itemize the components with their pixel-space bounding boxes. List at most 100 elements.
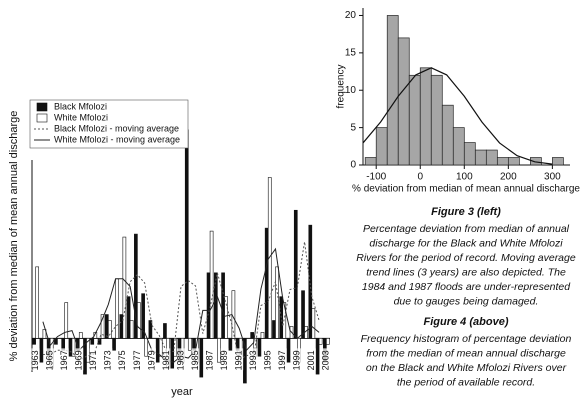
tick-label-bg [147,348,156,371]
x-tick-label: 100 [456,172,473,183]
bar [104,314,109,339]
x-tick-label: 300 [544,172,561,183]
histogram-bar [375,127,388,166]
x-tick-label: 1965 [45,350,55,370]
bar [39,338,44,363]
tick-label-bg [60,348,69,371]
x-tick-label: 1979 [146,350,156,370]
tick-label-bg [293,348,302,371]
tick-label-bg [177,348,185,371]
bar [134,233,138,339]
tick-label-bg [104,348,113,371]
caption-line: the period of available record. [397,376,535,388]
x-tick-label: 1981 [161,350,171,370]
bar [137,302,141,339]
tick-label-bg [133,348,142,371]
bar [71,338,76,357]
caption-line: from the median of mean annual discharge [366,347,566,359]
caption-title: Figure 4 (above) [424,316,509,328]
bar [293,209,298,339]
histogram-bar [463,142,476,166]
bar [187,338,192,351]
x-tick-label: 1975 [117,350,127,370]
caption-line: Frequency histogram of percentage deviat… [361,333,572,345]
histogram-bar [397,37,410,166]
x-tick-label: 200 [500,172,517,183]
x-tick-label: 1985 [190,350,200,370]
bar [32,338,36,345]
bar [148,320,153,339]
legend-label: Black Mfolozi - moving average [54,123,179,133]
bar [301,290,305,339]
bar [243,338,247,384]
tick-label-bg [278,348,287,371]
legend-box [29,99,189,149]
caption-line: Percentage deviation from median of annu… [363,223,570,235]
x-tick-label: 1971 [88,350,98,370]
caption-line: due to gauges being damaged. [394,295,539,307]
caption-line: trend lines (3 years) are also depicted.… [366,266,566,278]
bar [217,338,221,363]
y-tick-label: 0 [350,160,356,171]
bar [86,338,90,363]
histogram-bar [452,127,465,166]
bar [68,338,73,357]
moving-average-line [42,241,320,362]
bar [93,332,98,339]
tick-label-bg [206,348,215,371]
caption-title: Figure 3 (left) [431,206,501,218]
bar [308,224,313,339]
y-tick-label: 10 [345,85,357,96]
caption-line: on the Black and White Mfolozi Rivers ov… [366,362,567,374]
x-tick-label: 1967 [59,350,69,370]
histogram-bar [496,157,509,166]
tick-label-bg [235,348,244,371]
x-tick-label: 1987 [204,350,214,370]
y-tick-label: 5 [350,122,356,133]
tick-label-bg [89,348,98,371]
tick-label-bg [118,348,127,371]
x-tick-label: 1983 [175,350,185,370]
bar [318,338,323,345]
bar [315,338,320,375]
bar [64,302,69,339]
bar [250,332,254,339]
y-axis-label: frequency [336,65,347,109]
bar [112,338,116,351]
bar [126,296,131,339]
x-tick-label: 1973 [103,350,113,370]
x-tick-label: 1977 [132,350,142,370]
x-axis-label: % deviation from median of mean annual d… [352,184,580,195]
bar [108,320,112,339]
legend-label: White Mfolozi - moving average [54,134,180,144]
bar [264,227,269,339]
histogram-bar [430,74,443,166]
bar [224,296,228,339]
bar [119,314,124,339]
y-tick-label: 20 [345,10,357,21]
tick-label-bg [322,348,331,371]
x-tick-label: 1989 [219,350,229,370]
histogram-bar [408,74,421,166]
x-tick-label: 2001 [306,350,316,370]
legend-swatch [36,113,48,123]
bar [115,278,119,339]
bar [199,338,204,378]
x-tick-label: 1997 [277,350,287,370]
histogram-bar [386,15,399,166]
tick-label-bg [191,348,200,371]
histogram-bar [441,104,454,166]
normal-curve [362,67,553,165]
tick-label-bg [249,348,258,371]
bar [100,314,105,339]
bar [286,338,291,363]
x-tick-label: 1995 [263,350,273,370]
bar [42,329,47,339]
bar [272,320,276,339]
bar [228,338,233,351]
histogram-bar [364,157,377,166]
bar [206,272,211,339]
histogram-bar [485,149,498,166]
